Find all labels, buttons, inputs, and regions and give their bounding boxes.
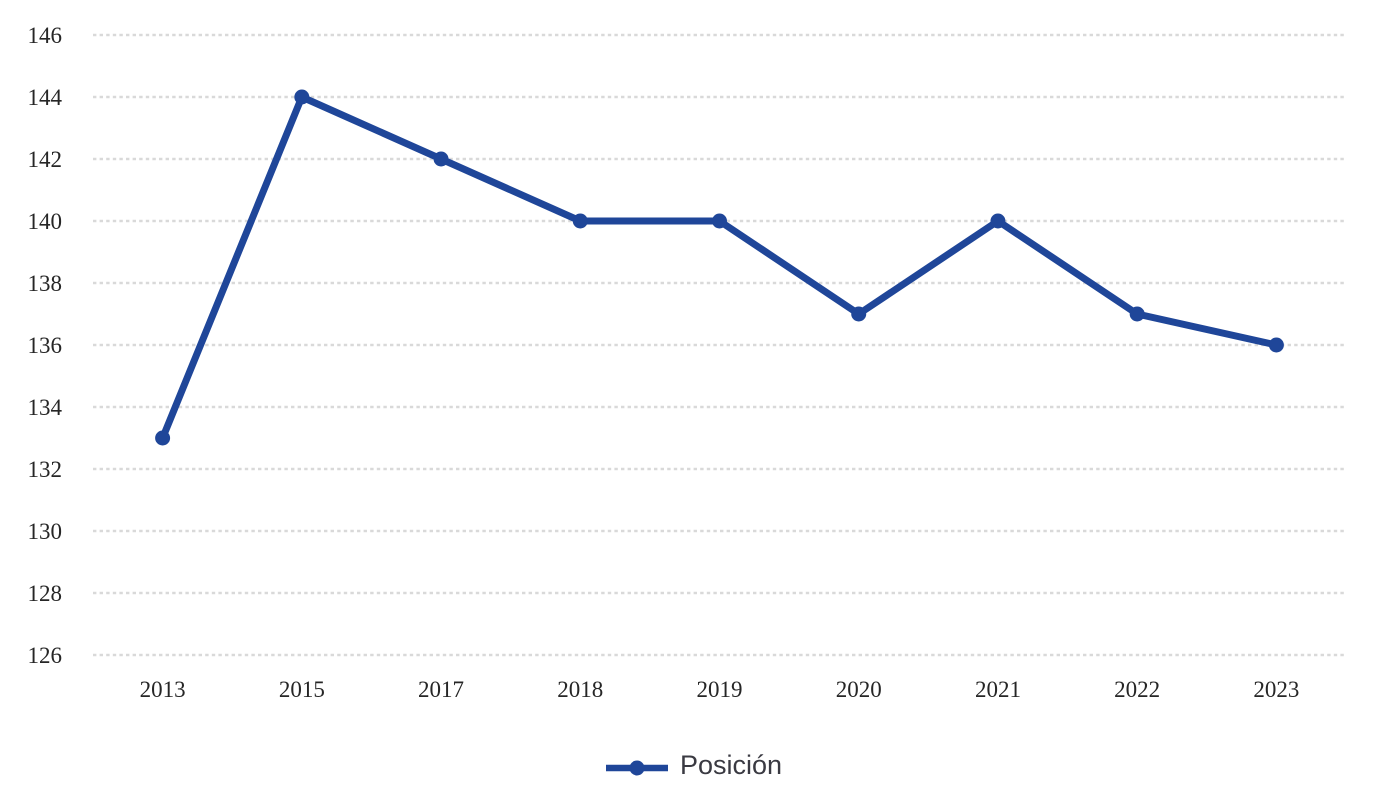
y-tick-label: 126: [28, 643, 63, 668]
x-tick-label: 2013: [140, 677, 186, 702]
data-point-marker: [572, 213, 588, 229]
x-tick-label: 2020: [836, 677, 882, 702]
y-tick-label: 134: [28, 395, 63, 420]
data-point-marker: [712, 213, 727, 229]
y-tick-label: 128: [28, 581, 63, 606]
x-tick-label: 2021: [975, 677, 1021, 702]
x-tick-label: 2019: [697, 677, 743, 702]
data-point-marker: [294, 89, 310, 105]
legend-line-marker-icon: [605, 760, 668, 775]
data-point-marker: [1129, 306, 1145, 322]
legend-dot: [629, 760, 645, 775]
y-tick-label: 130: [28, 519, 63, 544]
data-point-marker: [1268, 337, 1284, 353]
chart-legend: Posición: [0, 752, 1387, 783]
x-tick-label: 2015: [279, 677, 325, 702]
y-tick-label: 144: [28, 85, 63, 110]
x-tick-label: 2022: [1114, 677, 1160, 702]
data-point-marker: [155, 430, 171, 446]
y-tick-label: 138: [28, 271, 63, 296]
x-tick-label: 2018: [557, 677, 603, 702]
data-point-marker: [433, 151, 449, 167]
series-line: [159, 93, 1280, 442]
data-point-marker: [990, 213, 1006, 229]
x-tick-label: 2023: [1253, 677, 1299, 702]
data-point-marker: [851, 306, 867, 322]
y-tick-label: 136: [28, 333, 63, 358]
x-tick-label: 2017: [418, 677, 464, 702]
y-tick-label: 142: [28, 147, 63, 172]
y-tick-label: 146: [28, 23, 63, 48]
y-tick-label: 140: [28, 209, 63, 234]
chart-plot-area: 126 128 130 132 134 136 138 140 142 144 146 2013 201…: [28, 23, 1346, 702]
legend-series-label: Posición: [679, 750, 783, 780]
y-tick-label: 132: [28, 457, 63, 482]
